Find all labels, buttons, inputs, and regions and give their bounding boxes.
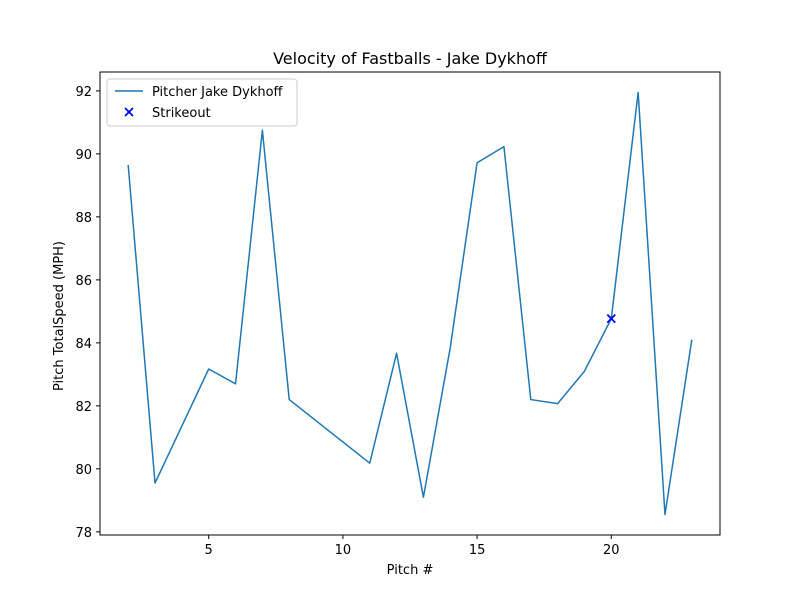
x-tick-label: 10 [335,543,352,558]
y-tick-label: 90 [75,148,92,163]
legend-label: Pitcher Jake Dykhoff [152,85,284,100]
axes: 5 10 15 20 78 80 82 84 86 88 90 92 [75,71,721,558]
legend-marker-swatch [124,107,134,117]
y-tick-label: 92 [75,85,92,100]
x-tick-label: 20 [603,543,620,558]
axes-frame [99,71,721,536]
chart-title: Velocity of Fastballs - Jake Dykhoff [273,49,548,68]
x-tick-label: 5 [205,543,213,558]
y-tick-label: 88 [75,211,92,226]
y-tick-label: 84 [75,337,92,352]
x-tick-label: 15 [469,543,486,558]
y-axis-label: Pitch TotalSpeed (MPH) [52,241,67,391]
y-tick-label: 80 [75,463,92,478]
y-tick-label: 82 [75,400,92,415]
marker-stroke [606,313,616,324]
legend-label: Strikeout [152,106,211,121]
legend-box [106,78,298,127]
legend: Pitcher Jake Dykhoff Strikeout [106,78,298,127]
strikeout-marker [606,313,616,324]
plot-area [127,91,693,516]
y-tick-label: 78 [75,526,92,541]
x-axis-label: Pitch # [387,563,434,578]
marker-stroke [124,107,134,117]
y-tick-label: 86 [75,274,92,289]
